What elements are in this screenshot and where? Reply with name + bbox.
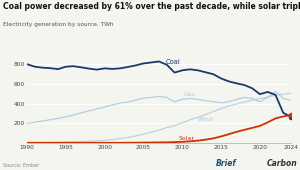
Text: Coal: Coal xyxy=(165,58,180,65)
Text: Wind: Wind xyxy=(198,117,214,122)
Text: Carbon: Carbon xyxy=(266,159,297,168)
Text: Electricity generation by source, TWh: Electricity generation by source, TWh xyxy=(3,22,113,27)
Text: Source: Ember: Source: Ember xyxy=(3,163,39,168)
Text: Brief: Brief xyxy=(216,159,237,168)
Text: Gas: Gas xyxy=(184,92,196,97)
Text: Solar: Solar xyxy=(178,136,194,141)
Text: Coal power decreased by 61% over the past decade, while solar tripled: Coal power decreased by 61% over the pas… xyxy=(3,2,300,11)
